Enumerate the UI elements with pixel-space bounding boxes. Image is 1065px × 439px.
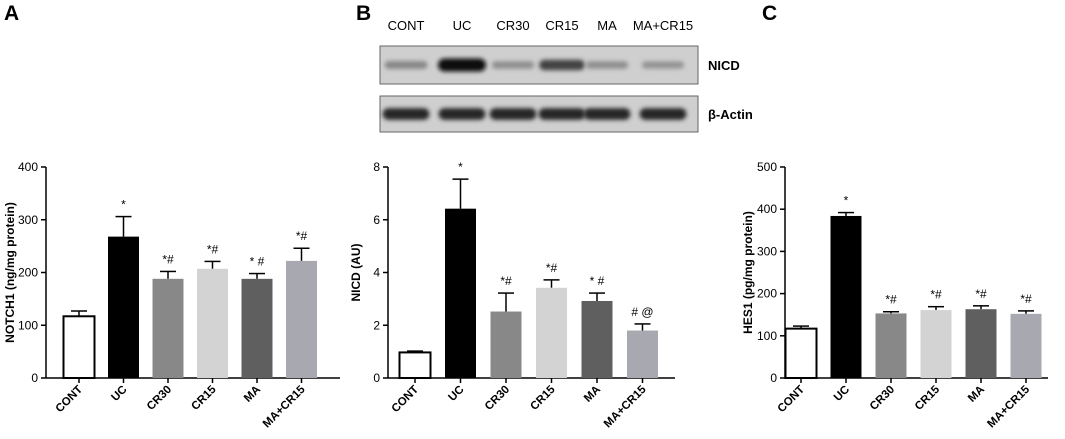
- significance-label: *: [844, 194, 849, 208]
- bar: [62, 315, 96, 379]
- y-tick-label: 4: [373, 266, 380, 280]
- significance-label: * #: [250, 255, 265, 269]
- x-tick-label: CONT: [390, 384, 422, 416]
- panel-label-b: B: [356, 2, 371, 25]
- blot-lane-label: UC: [453, 18, 472, 33]
- x-tick-label: MA+CR15: [261, 383, 308, 430]
- x-tick-label: MA+CR15: [985, 383, 1032, 430]
- bar: [627, 330, 658, 378]
- bar: [830, 215, 862, 378]
- x-tick-label: UC: [109, 384, 129, 404]
- y-tick-label: 100: [757, 329, 777, 343]
- blot-band: [585, 61, 629, 69]
- significance-label: *#: [885, 293, 897, 307]
- significance-label: *#: [975, 287, 987, 301]
- bar: [241, 278, 273, 378]
- x-tick-label: CR15: [913, 383, 943, 413]
- blot-lane-label: CONT: [388, 18, 425, 33]
- x-tick-label: UC: [832, 384, 852, 404]
- y-tick-label: 300: [18, 213, 38, 227]
- blot-band: [438, 58, 486, 72]
- western-blot: CONT UC CR30 CR15 MA MA+CR15 NICD β-Actin: [379, 18, 753, 133]
- chart-hes1: 0 100 200 300 400 500 HES1 (pg/mg protein) CONT…: [741, 160, 1048, 430]
- blot-row-label: β-Actin: [708, 107, 753, 122]
- bar: [445, 208, 476, 378]
- significance-label: *#: [162, 252, 174, 266]
- y-axis-title: HES1 (pg/mg protein): [741, 211, 755, 334]
- significance-label: *#: [1020, 292, 1032, 306]
- x-tick-label: CR30: [483, 384, 512, 413]
- blot-row-label: NICD: [708, 58, 740, 73]
- x-tick-label: MA: [966, 384, 987, 405]
- y-tick-label: 300: [757, 244, 777, 258]
- x-tick-label: CR15: [189, 383, 219, 413]
- x-tick-label: UC: [446, 384, 466, 404]
- y-axis-title: NOTCH1 (ng/mg protein): [3, 202, 17, 343]
- y-tick-label: 2: [373, 318, 380, 332]
- bar: [152, 278, 184, 378]
- blot-band: [491, 61, 535, 69]
- significance-label: *#: [930, 288, 942, 302]
- x-tick-label: CR30: [145, 384, 174, 413]
- bar: [875, 313, 907, 378]
- blot-band: [583, 108, 631, 120]
- blot-band: [639, 108, 687, 120]
- y-tick-label: 0: [31, 371, 38, 385]
- y-tick-label: 400: [18, 160, 38, 174]
- y-tick-label: 0: [373, 371, 380, 385]
- blot-band: [384, 61, 428, 69]
- bar: [1010, 313, 1042, 378]
- blot-lane-label: CR15: [545, 18, 578, 33]
- blot-band: [539, 59, 585, 71]
- y-tick-label: 6: [373, 213, 380, 227]
- blot-lane-label: CR30: [496, 18, 529, 33]
- bar: [197, 268, 228, 378]
- chart-notch1: 0 100 200 300 400 NOTCH1 (ng/mg protein) CONT U…: [3, 160, 340, 430]
- y-tick-label: 8: [373, 160, 380, 174]
- y-tick-label: 100: [18, 318, 38, 332]
- x-tick-label: MA: [242, 384, 263, 405]
- bar: [965, 309, 997, 378]
- bar: [536, 287, 567, 378]
- bar: [398, 351, 432, 380]
- blot-lane-label: MA+CR15: [633, 18, 693, 33]
- x-tick-label: MA+CR15: [602, 383, 649, 430]
- blot-band: [438, 108, 486, 120]
- bar: [286, 260, 317, 378]
- y-tick-label: 200: [18, 266, 38, 280]
- significance-label: *#: [296, 229, 308, 243]
- bar: [490, 311, 522, 378]
- significance-label: * #: [590, 274, 605, 288]
- x-tick-label: MA: [582, 384, 603, 405]
- blot-band: [489, 108, 537, 120]
- significance-label: *#: [546, 261, 558, 275]
- significance-label: # @: [631, 305, 653, 319]
- blot-band: [382, 108, 430, 120]
- blot-band: [538, 108, 586, 120]
- blot-lane-label: MA: [597, 18, 617, 33]
- y-axis-title: NICD (AU): [349, 244, 363, 302]
- significance-label: *: [458, 160, 463, 174]
- y-tick-label: 0: [770, 371, 777, 385]
- significance-label: *#: [500, 274, 512, 288]
- significance-label: *#: [207, 242, 219, 256]
- blot-band: [641, 61, 685, 69]
- chart-nicd: 0 2 4 6 8 NICD (AU) CONT UC * CR30 *# CR15 *# MA * # MA…: [349, 160, 675, 430]
- x-tick-label: CR15: [528, 383, 558, 413]
- y-tick-label: 500: [757, 160, 777, 174]
- panel-label-c: C: [762, 2, 777, 25]
- significance-label: *: [121, 198, 126, 212]
- x-tick-label: CONT: [54, 384, 86, 416]
- x-tick-label: CONT: [776, 384, 808, 416]
- y-tick-label: 400: [757, 202, 777, 216]
- bar: [920, 310, 952, 378]
- bar: [784, 327, 818, 380]
- bar: [581, 300, 613, 378]
- panel-label-a: A: [4, 2, 19, 25]
- y-tick-label: 200: [757, 287, 777, 301]
- bar: [108, 236, 139, 378]
- x-tick-label: CR30: [868, 384, 897, 413]
